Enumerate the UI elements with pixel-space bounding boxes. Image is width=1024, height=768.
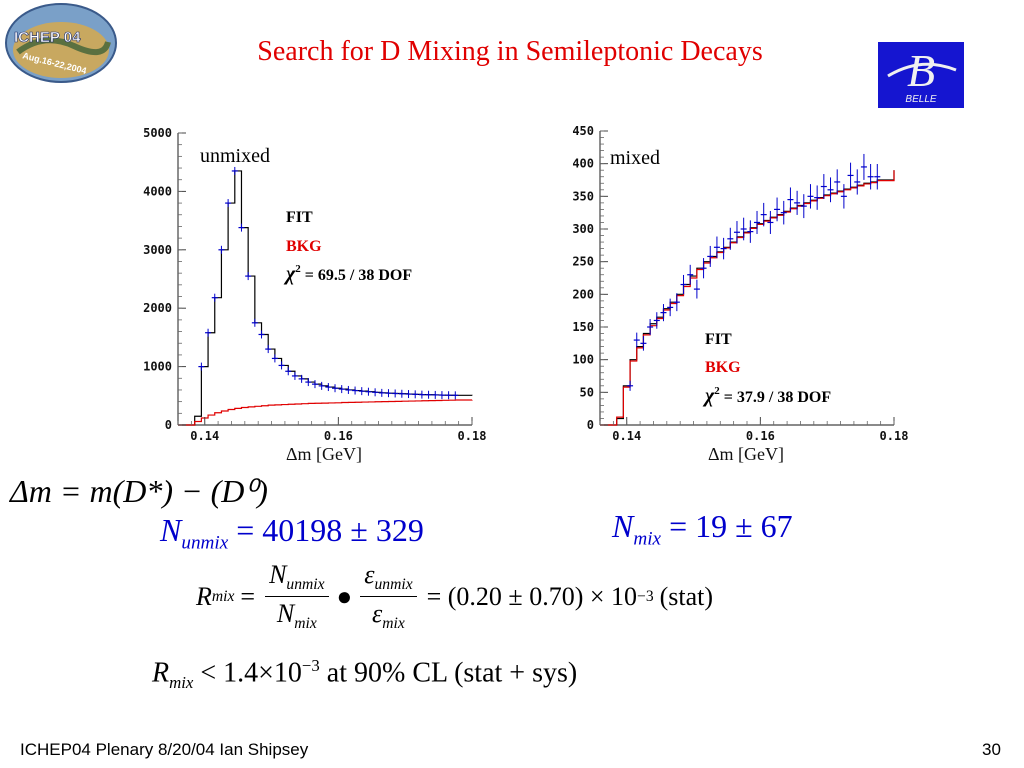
chi2-value: = 37.9 / 38 DOF xyxy=(724,389,832,406)
panel-label-unmixed: unmixed xyxy=(200,145,270,167)
fit-histogram xyxy=(600,170,895,426)
legend-bkg: BKG xyxy=(286,238,322,255)
panel-label-mixed: mixed xyxy=(610,147,660,169)
y-tick-label: 0 xyxy=(587,418,594,432)
y-tick-label: 200 xyxy=(572,287,594,301)
legend-fit: FIT xyxy=(705,331,732,348)
footer-text: ICHEP04 Plenary 8/20/04 Ian Shipsey xyxy=(20,740,309,759)
y-tick-label: 1000 xyxy=(143,360,172,374)
ichep-logo-text: ICHEP 04 xyxy=(14,29,81,46)
x-tick-label: 0.16 xyxy=(324,429,353,443)
page-number: 30 xyxy=(982,740,1001,759)
x-axis-label: Δm [GeV] xyxy=(708,444,784,464)
slide-title: Search for D Mixing in Semileptonic Deca… xyxy=(257,36,763,67)
belle-logo: B BELLE xyxy=(878,42,964,108)
y-tick-label: 300 xyxy=(572,222,594,236)
legend-bkg: BKG xyxy=(705,359,741,376)
y-tick-label: 350 xyxy=(572,189,594,203)
chi2-value: = 69.5 / 38 DOF xyxy=(305,267,413,284)
y-tick-label: 50 xyxy=(580,385,594,399)
belle-logo-letter: B xyxy=(907,45,935,96)
y-tick-label: 5000 xyxy=(143,126,172,140)
y-tick-label: 3000 xyxy=(143,243,172,257)
y-tick-label: 4000 xyxy=(143,184,172,198)
n-unmix-result: Nunmix = 40198 ± 329 xyxy=(160,512,424,554)
y-tick-label: 450 xyxy=(572,124,594,138)
chi2-exp: 2 xyxy=(295,263,301,275)
fraction-epsilon: εunmix εmix xyxy=(360,560,417,633)
x-axis-label: Δm [GeV] xyxy=(286,444,362,464)
plot-unmixed: 0 1000 2000 3000 4000 5000 0.14 0.16 0.18 unmixe… xyxy=(143,126,487,464)
y-tick-label: 150 xyxy=(572,320,594,334)
delta-m-definition: Δm = m(D*) − (D⁰) xyxy=(10,473,268,509)
chi2-symbol: χ xyxy=(283,263,296,285)
legend-fit: FIT xyxy=(286,209,313,226)
fit-histogram xyxy=(178,170,473,426)
legend-chi2: χ2 = 37.9 / 38 DOF xyxy=(702,385,831,407)
n-mix-result: Nmix = 19 ± 67 xyxy=(612,508,793,550)
bkg-histogram xyxy=(178,399,473,426)
y-tick-label: 2000 xyxy=(143,301,172,315)
chi2-exp: 2 xyxy=(714,385,720,397)
x-tick-label: 0.18 xyxy=(880,429,909,443)
y-tick-label: 400 xyxy=(572,157,594,171)
y-tick-label: 100 xyxy=(572,353,594,367)
x-tick-label: 0.14 xyxy=(612,429,641,443)
x-tick-label: 0.16 xyxy=(746,429,775,443)
bkg-histogram xyxy=(600,170,895,426)
x-tick-label: 0.14 xyxy=(190,429,219,443)
y-tick-label: 0 xyxy=(165,418,172,432)
belle-logo-text: BELLE xyxy=(905,94,936,105)
legend-chi2: χ2 = 69.5 / 38 DOF xyxy=(283,263,412,285)
ichep-logo: ICHEP 04 Aug.16-22,2004 xyxy=(5,3,117,83)
y-tick-label: 250 xyxy=(572,255,594,269)
x-tick-label: 0.18 xyxy=(458,429,487,443)
r-mix-limit: Rmix < 1.4×10−3 at 90% CL (stat + sys) xyxy=(152,656,578,692)
fraction-n: Nunmix Nmix xyxy=(265,560,329,633)
chi2-symbol: χ xyxy=(702,385,715,407)
